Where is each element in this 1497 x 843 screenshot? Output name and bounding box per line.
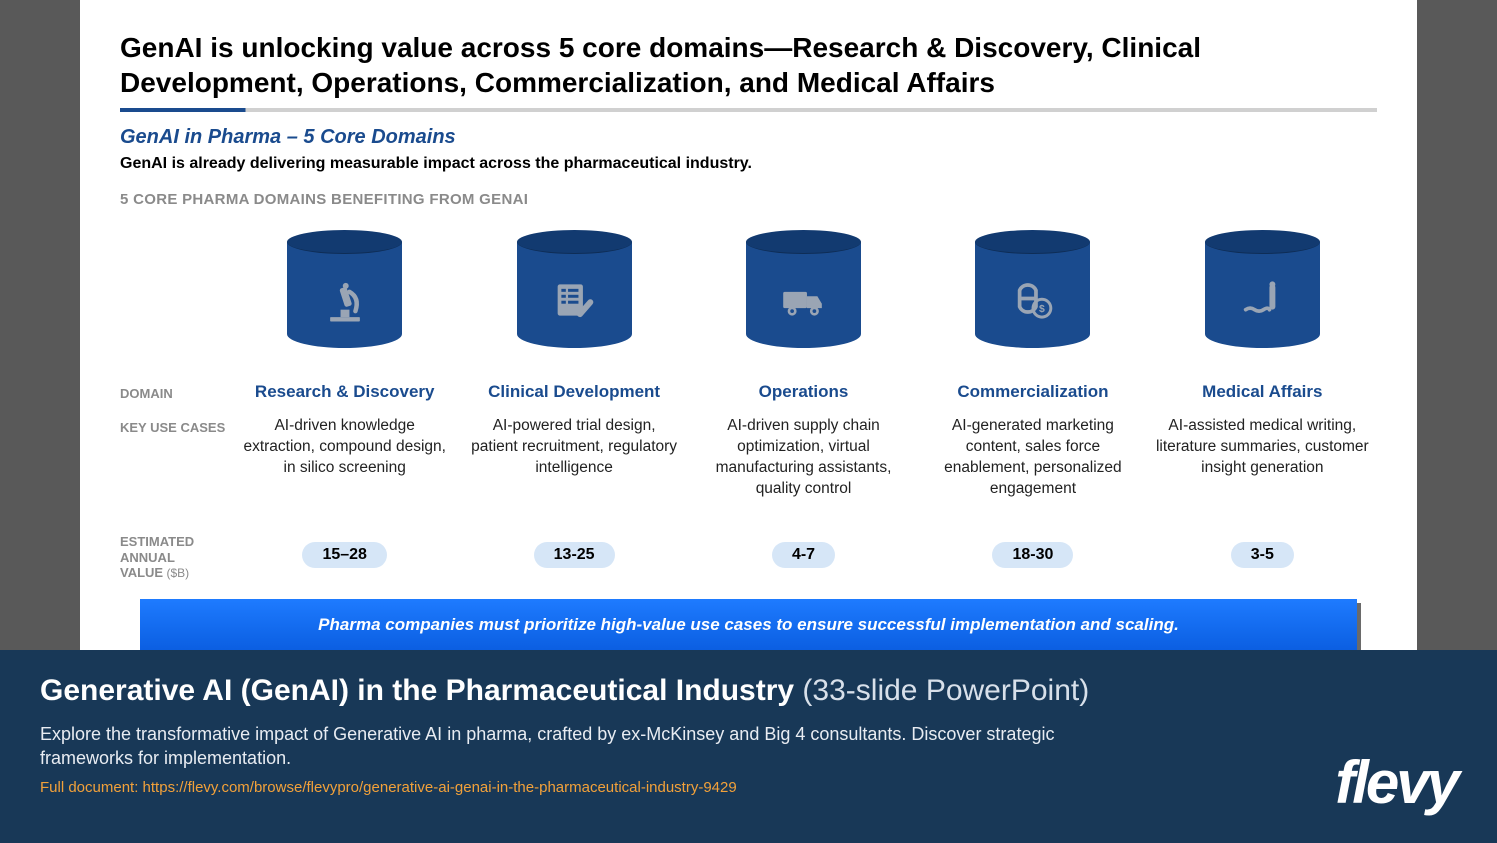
- usecase-text: AI-powered trial design, patient recruit…: [467, 416, 680, 479]
- slide-title: GenAI is unlocking value across 5 core d…: [120, 30, 1377, 100]
- icon-row: [120, 220, 1377, 370]
- cylinder: [746, 230, 861, 360]
- row-label-value-l2: VALUE: [120, 565, 163, 580]
- subtitle-bold: GenAI is already delivering measurable i…: [120, 155, 1377, 173]
- usecase-cell: AI-driven supply chain optimization, vir…: [689, 416, 918, 500]
- pen-signature-icon: [1232, 275, 1292, 325]
- cylinder: [975, 230, 1090, 360]
- value-pill: 15–28: [302, 542, 387, 568]
- domain-name: Research & Discovery: [255, 382, 435, 401]
- value-cell: 4-7: [689, 542, 918, 568]
- footer-link[interactable]: Full document: https://flevy.com/browse/…: [40, 779, 1457, 796]
- domain-name-cell: Research & Discovery: [230, 382, 459, 402]
- microscope-icon: [315, 275, 375, 325]
- domain-name: Clinical Development: [488, 382, 660, 401]
- cylinder: [517, 230, 632, 360]
- domain-icon-cell: [1148, 220, 1377, 370]
- footer-title-light: (33-slide PowerPoint): [794, 674, 1089, 707]
- usecase-cell: AI-powered trial design, patient recruit…: [459, 416, 688, 500]
- usecase-text: AI-generated marketing content, sales fo…: [926, 416, 1139, 500]
- row-label-value-unit: ($B): [163, 566, 189, 580]
- callout-wrap: Pharma companies must prioritize high-va…: [140, 599, 1357, 653]
- pill-dollar-icon: [1003, 275, 1063, 325]
- domain-name-cell: Clinical Development: [459, 382, 688, 402]
- value-pill: 4-7: [772, 542, 835, 568]
- footer: Generative AI (GenAI) in the Pharmaceuti…: [0, 650, 1497, 843]
- domain-name: Operations: [759, 382, 849, 401]
- value-cell: 3-5: [1148, 542, 1377, 568]
- footer-description: Explore the transformative impact of Gen…: [40, 722, 1060, 771]
- domain-icon-cell: [689, 220, 918, 370]
- domain-name-cell: Commercialization: [918, 382, 1147, 402]
- truck-icon: [774, 275, 834, 325]
- value-pill: 13-25: [534, 542, 615, 568]
- domain-name-row: DOMAIN Research & Discovery Clinical Deve…: [120, 382, 1377, 402]
- domain-name-cell: Medical Affairs: [1148, 382, 1377, 402]
- title-underline: [120, 108, 1377, 112]
- form-check-icon: [544, 275, 604, 325]
- domain-name: Medical Affairs: [1202, 382, 1322, 401]
- value-row: ESTIMATED ANNUAL VALUE ($B) 15–28 13-25 4-…: [120, 530, 1377, 581]
- usecase-row: KEY USE CASES AI-driven knowledge extrac…: [120, 416, 1377, 516]
- footer-title-main: Generative AI (GenAI) in the Pharmaceuti…: [40, 674, 794, 707]
- usecase-cell: AI-driven knowledge extraction, compound…: [230, 416, 459, 500]
- value-cell: 15–28: [230, 542, 459, 568]
- domain-name-cell: Operations: [689, 382, 918, 402]
- domain-icon-cell: [230, 220, 459, 370]
- slide: GenAI is unlocking value across 5 core d…: [80, 0, 1417, 650]
- flevy-logo: flevy: [1335, 748, 1457, 817]
- row-label-value-l1: ESTIMATED ANNUAL: [120, 534, 194, 565]
- domain-table: DOMAIN Research & Discovery Clinical Deve…: [120, 220, 1377, 581]
- value-pill: 3-5: [1231, 542, 1294, 568]
- usecase-text: AI-driven knowledge extraction, compound…: [238, 416, 451, 479]
- subtitle-blue: GenAI in Pharma – 5 Core Domains: [120, 126, 1377, 149]
- usecase-text: AI-assisted medical writing, literature …: [1156, 416, 1369, 479]
- value-cell: 13-25: [459, 542, 688, 568]
- value-pill: 18-30: [992, 542, 1073, 568]
- row-label-usecases: KEY USE CASES: [120, 416, 230, 436]
- usecase-text: AI-driven supply chain optimization, vir…: [697, 416, 910, 500]
- row-label-value: ESTIMATED ANNUAL VALUE ($B): [120, 530, 230, 581]
- callout-bar: Pharma companies must prioritize high-va…: [140, 599, 1357, 653]
- callout-text: Pharma companies must prioritize high-va…: [318, 615, 1179, 634]
- footer-title: Generative AI (GenAI) in the Pharmaceuti…: [40, 674, 1457, 708]
- row-label-domain: DOMAIN: [120, 382, 230, 402]
- value-cell: 18-30: [918, 542, 1147, 568]
- domain-icon-cell: [918, 220, 1147, 370]
- cylinder: [287, 230, 402, 360]
- usecase-cell: AI-generated marketing content, sales fo…: [918, 416, 1147, 500]
- domain-name: Commercialization: [957, 382, 1108, 401]
- section-label: 5 CORE PHARMA DOMAINS BENEFITING FROM GE…: [120, 191, 1377, 208]
- usecase-cell: AI-assisted medical writing, literature …: [1148, 416, 1377, 500]
- domain-icon-cell: [459, 220, 688, 370]
- cylinder: [1205, 230, 1320, 360]
- row-label-empty: [120, 293, 230, 297]
